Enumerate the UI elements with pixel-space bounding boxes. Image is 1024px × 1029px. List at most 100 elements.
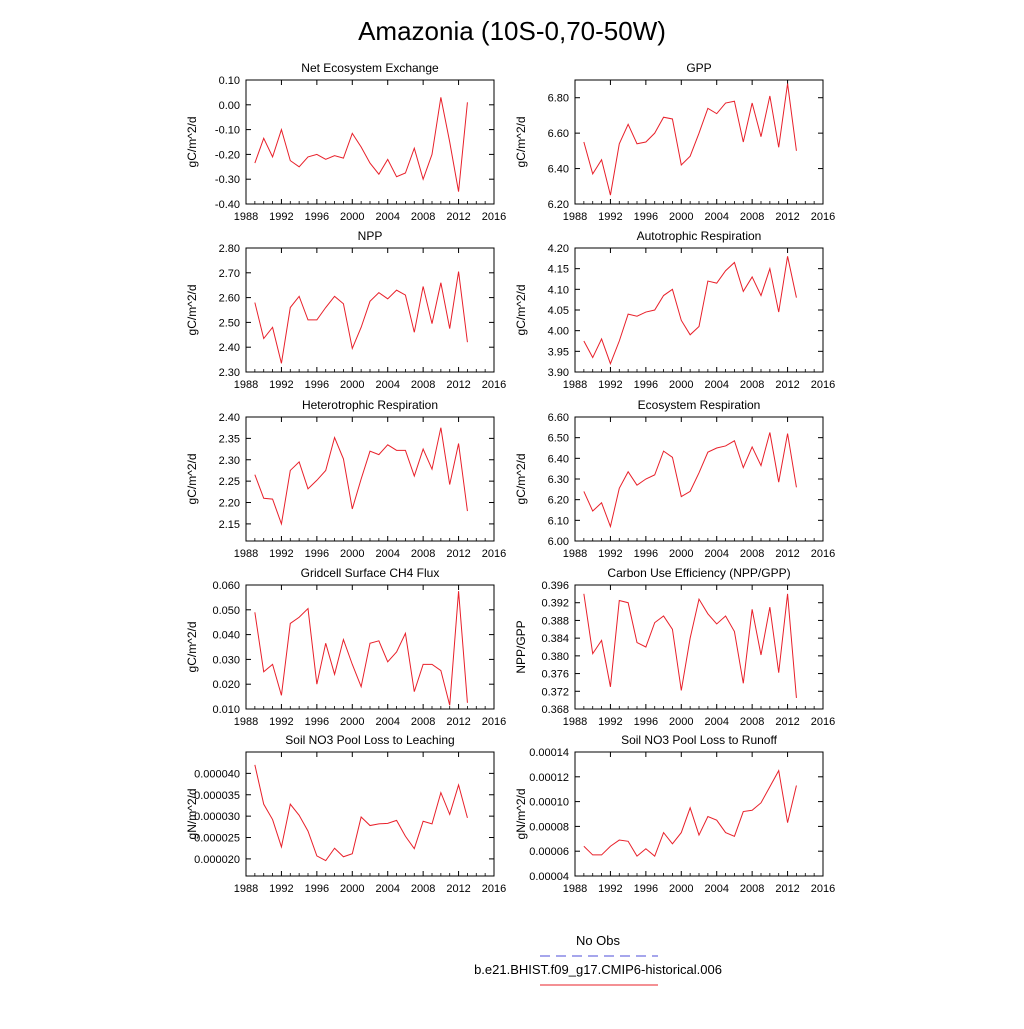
series-line — [254, 591, 468, 706]
panel-9: Soil NO3 Pool Loss to Leaching 1988 1992 19… — [185, 733, 506, 895]
x-tick-label: 1988 — [563, 883, 587, 895]
x-tick-label: 2008 — [740, 211, 764, 223]
x-tick-label: 2012 — [775, 379, 799, 391]
y-tick-label: 0.372 — [541, 686, 569, 698]
x-tick-label: 1988 — [563, 379, 587, 391]
x-tick-label: 1988 — [234, 716, 258, 728]
y-axis-label: gC/m^2/d — [185, 622, 199, 673]
x-tick-label: 1988 — [563, 211, 587, 223]
y-tick-label: 6.00 — [548, 536, 569, 548]
y-tick-label: 0.000040 — [194, 768, 240, 780]
x-tick-label: 1992 — [598, 548, 622, 560]
y-tick-label: 4.20 — [548, 243, 569, 255]
x-tick-label: 2000 — [340, 548, 364, 560]
series-line — [254, 764, 468, 862]
x-tick-label: 2004 — [375, 883, 399, 895]
y-axis-label: gN/m^2/d — [185, 789, 199, 840]
panel-frame — [574, 584, 824, 710]
x-tick-label: 2004 — [704, 379, 728, 391]
y-tick-label: -0.40 — [215, 199, 240, 211]
y-axis-label: gC/m^2/d — [514, 454, 528, 505]
legend: No Obs b.e21.BHIST.f09_g17.CMIP6-histori… — [474, 933, 722, 986]
x-tick-label: 2008 — [740, 548, 764, 560]
y-tick-label: 0.000025 — [194, 833, 240, 845]
x-tick-label: 1996 — [634, 548, 658, 560]
x-tick-label: 2008 — [740, 716, 764, 728]
panel-title: Carbon Use Efficiency (NPP/GPP) — [607, 566, 790, 580]
panel-1: Net Ecosystem Exchange 1988 1992 1996 2000 20… — [185, 61, 506, 223]
x-tick-label: 1996 — [305, 211, 329, 223]
y-tick-label: 4.00 — [548, 326, 569, 338]
x-tick-label: 1992 — [598, 883, 622, 895]
y-axis-label: gC/m^2/d — [514, 117, 528, 168]
series-line — [254, 271, 468, 364]
y-tick-label: 4.10 — [548, 284, 569, 296]
x-tick-label: 1992 — [598, 379, 622, 391]
y-axis-label: gC/m^2/d — [185, 454, 199, 505]
x-tick-label: 2000 — [669, 548, 693, 560]
panel-title: GPP — [686, 61, 711, 75]
x-tick-label: 2000 — [340, 379, 364, 391]
x-tick-label: 1996 — [305, 379, 329, 391]
x-tick-label: 2016 — [811, 548, 835, 560]
y-tick-label: 0.00004 — [529, 871, 569, 883]
y-tick-label: 2.80 — [219, 243, 240, 255]
x-tick-label: 2008 — [740, 883, 764, 895]
panel-frame — [245, 416, 495, 542]
x-tick-label: 1988 — [563, 548, 587, 560]
series-line — [254, 97, 468, 192]
series-line — [583, 432, 797, 529]
y-tick-label: 2.50 — [219, 317, 240, 329]
legend-label-model: b.e21.BHIST.f09_g17.CMIP6-historical.006 — [474, 962, 722, 977]
x-tick-label: 1996 — [305, 716, 329, 728]
panel-frame — [245, 584, 495, 710]
y-tick-label: 0.000020 — [194, 854, 240, 866]
x-tick-label: 2016 — [811, 379, 835, 391]
x-tick-label: 2012 — [775, 716, 799, 728]
panel-frame — [574, 416, 824, 542]
y-tick-label: 6.20 — [548, 199, 569, 211]
x-tick-label: 2004 — [704, 716, 728, 728]
x-tick-label: 2000 — [340, 883, 364, 895]
x-tick-label: 2012 — [446, 883, 470, 895]
x-tick-label: 1996 — [634, 211, 658, 223]
x-tick-label: 2016 — [811, 211, 835, 223]
y-tick-label: 0.368 — [541, 704, 569, 716]
y-tick-label: 3.90 — [548, 367, 569, 379]
x-tick-label: 2012 — [446, 379, 470, 391]
x-tick-label: 1992 — [269, 883, 293, 895]
x-tick-label: 2016 — [482, 883, 506, 895]
x-tick-label: 2016 — [482, 548, 506, 560]
x-tick-label: 2016 — [811, 716, 835, 728]
y-tick-label: 6.40 — [548, 164, 569, 176]
panel-5: Heterotrophic Respiration 1988 1992 1996 200… — [185, 398, 506, 560]
y-axis-label: gC/m^2/d — [185, 117, 199, 168]
x-tick-label: 1988 — [234, 548, 258, 560]
x-tick-label: 2004 — [375, 379, 399, 391]
x-tick-label: 2000 — [340, 211, 364, 223]
panel-6: Ecosystem Respiration 1988 1992 1996 2000 200… — [514, 398, 835, 560]
legend-label-no-obs: No Obs — [576, 933, 621, 948]
x-tick-label: 1996 — [305, 883, 329, 895]
x-tick-label: 1992 — [269, 716, 293, 728]
y-tick-label: 0.00 — [219, 100, 240, 112]
panel-title: Heterotrophic Respiration — [302, 398, 438, 412]
y-tick-label: 0.00008 — [529, 821, 569, 833]
x-tick-label: 1996 — [634, 883, 658, 895]
x-tick-label: 1992 — [598, 716, 622, 728]
y-axis-label: NPP/GPP — [514, 620, 528, 673]
panel-8: Carbon Use Efficiency (NPP/GPP) 1988 1992 1… — [514, 566, 835, 728]
x-tick-label: 2008 — [411, 548, 435, 560]
x-tick-label: 2004 — [375, 211, 399, 223]
series-line — [583, 769, 797, 857]
y-tick-label: 2.70 — [219, 268, 240, 280]
x-tick-label: 2012 — [775, 211, 799, 223]
figure-title: Amazonia (10S-0,70-50W) — [358, 16, 666, 46]
x-tick-label: 1992 — [598, 211, 622, 223]
y-tick-label: 6.30 — [548, 474, 569, 486]
y-tick-label: -0.10 — [215, 125, 240, 137]
y-tick-label: 0.000035 — [194, 790, 240, 802]
x-tick-label: 2004 — [375, 548, 399, 560]
panel-7: Gridcell Surface CH4 Flux 1988 1992 1996 200… — [185, 566, 506, 728]
